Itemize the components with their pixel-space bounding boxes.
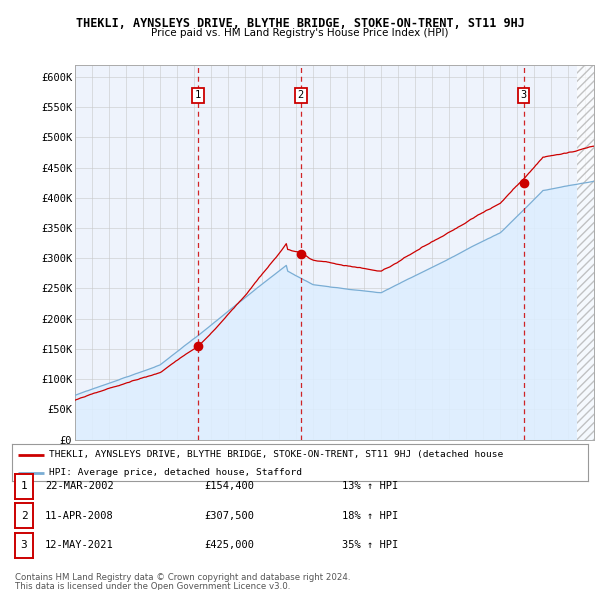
- Text: HPI: Average price, detached house, Stafford: HPI: Average price, detached house, Staf…: [49, 468, 302, 477]
- Text: Contains HM Land Registry data © Crown copyright and database right 2024.: Contains HM Land Registry data © Crown c…: [15, 573, 350, 582]
- Text: 1: 1: [195, 90, 201, 100]
- Text: 3: 3: [520, 90, 527, 100]
- Text: 2: 2: [298, 90, 304, 100]
- Text: £307,500: £307,500: [204, 511, 254, 520]
- Text: 22-MAR-2002: 22-MAR-2002: [45, 481, 114, 491]
- Text: £425,000: £425,000: [204, 540, 254, 550]
- Text: 11-APR-2008: 11-APR-2008: [45, 511, 114, 520]
- Text: THEKLI, AYNSLEYS DRIVE, BLYTHE BRIDGE, STOKE-ON-TRENT, ST11 9HJ (detached house: THEKLI, AYNSLEYS DRIVE, BLYTHE BRIDGE, S…: [49, 450, 503, 459]
- Text: 2: 2: [20, 511, 28, 520]
- Bar: [577, 65, 594, 440]
- Text: This data is licensed under the Open Government Licence v3.0.: This data is licensed under the Open Gov…: [15, 582, 290, 590]
- Text: 3: 3: [20, 540, 28, 550]
- Text: 35% ↑ HPI: 35% ↑ HPI: [342, 540, 398, 550]
- Text: THEKLI, AYNSLEYS DRIVE, BLYTHE BRIDGE, STOKE-ON-TRENT, ST11 9HJ: THEKLI, AYNSLEYS DRIVE, BLYTHE BRIDGE, S…: [76, 17, 524, 30]
- Text: 1: 1: [20, 481, 28, 491]
- Text: 12-MAY-2021: 12-MAY-2021: [45, 540, 114, 550]
- Text: £154,400: £154,400: [204, 481, 254, 491]
- Text: 13% ↑ HPI: 13% ↑ HPI: [342, 481, 398, 491]
- Text: Price paid vs. HM Land Registry's House Price Index (HPI): Price paid vs. HM Land Registry's House …: [151, 28, 449, 38]
- Bar: [577, 65, 594, 440]
- Text: 18% ↑ HPI: 18% ↑ HPI: [342, 511, 398, 520]
